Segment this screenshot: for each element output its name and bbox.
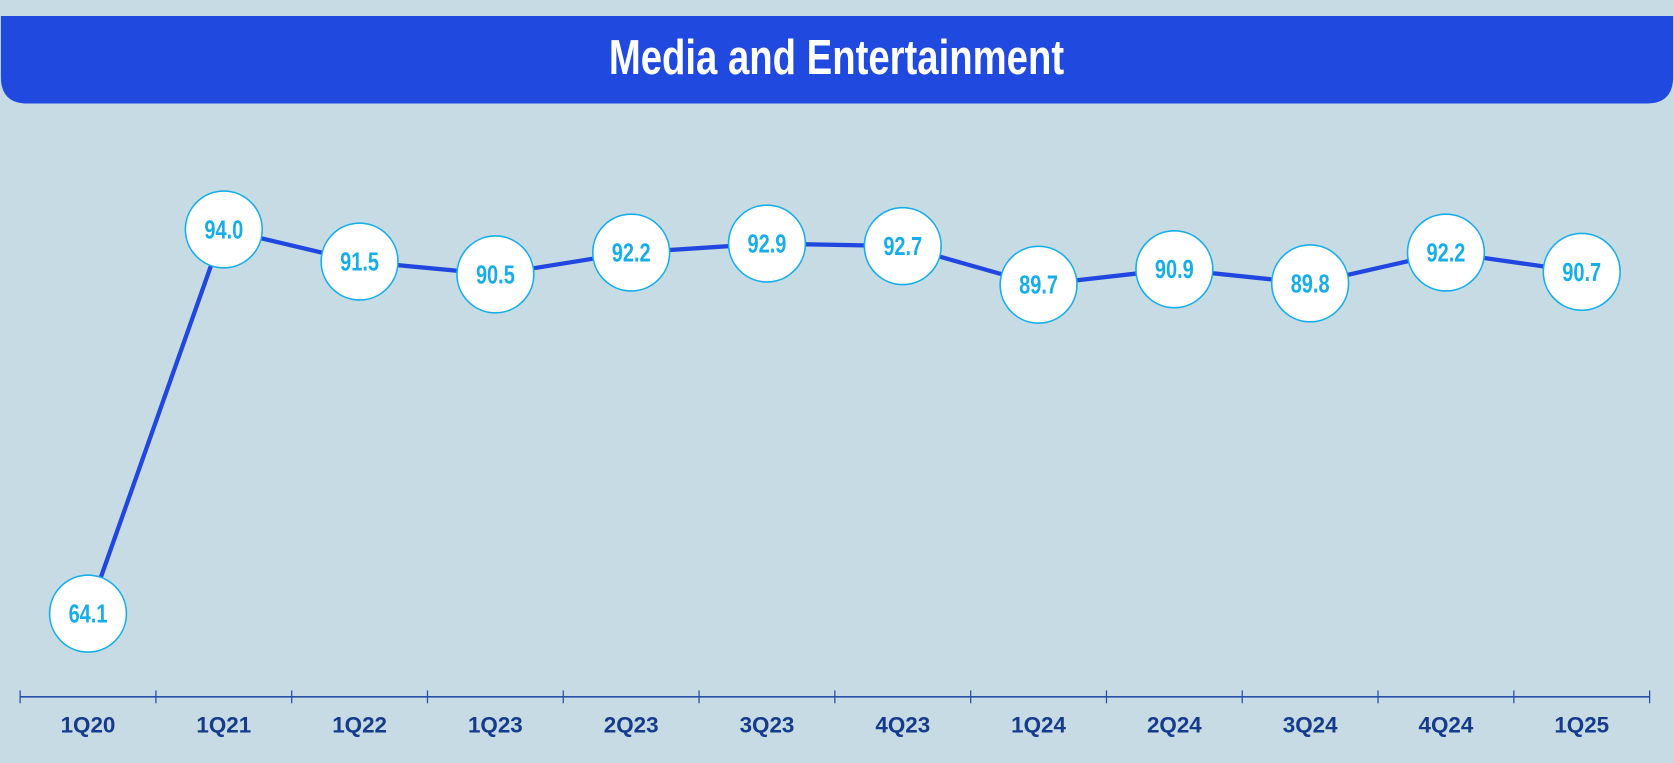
x-tick-label: 1Q21 [196,713,251,738]
data-label: 94.0 [204,215,243,244]
data-label: 92.7 [883,232,922,261]
x-tick-label: 2Q23 [604,713,659,738]
data-point [727,204,807,283]
data-point [456,235,535,314]
data-label: 89.7 [1019,270,1058,299]
data-point [1270,244,1350,323]
x-tick-label: 3Q23 [740,713,795,738]
x-tick-label: 4Q24 [1419,713,1474,738]
x-tick-label: 4Q23 [875,713,930,738]
data-label: 90.5 [476,260,515,289]
data-point [1406,213,1486,292]
data-label: 92.2 [1426,238,1465,267]
data-point [863,206,942,286]
x-tick-label: 1Q25 [1554,713,1609,738]
x-tick-label: 2Q24 [1147,713,1202,738]
x-tick-label: 3Q24 [1283,713,1338,738]
x-tick-label: 1Q22 [332,713,387,738]
data-point [48,574,128,653]
data-label: 90.7 [1562,257,1601,286]
data-label: 90.9 [1155,255,1194,284]
data-label: 91.5 [340,247,379,276]
data-label: 64.1 [69,599,108,628]
x-tick-label: 1Q24 [1011,713,1066,738]
data-label: 92.2 [612,238,651,267]
chart-title: Media and Entertainment [609,30,1065,85]
data-point [999,245,1078,324]
data-label: 89.8 [1291,269,1330,298]
data-point [184,190,264,269]
data-label: 92.9 [748,229,787,258]
title-bar [0,16,1674,104]
data-point [591,213,671,292]
data-point [1135,230,1214,309]
x-tick-label: 1Q23 [468,713,523,738]
x-tick-label: 1Q20 [61,713,116,738]
data-point [1542,232,1621,312]
data-point [320,222,399,301]
